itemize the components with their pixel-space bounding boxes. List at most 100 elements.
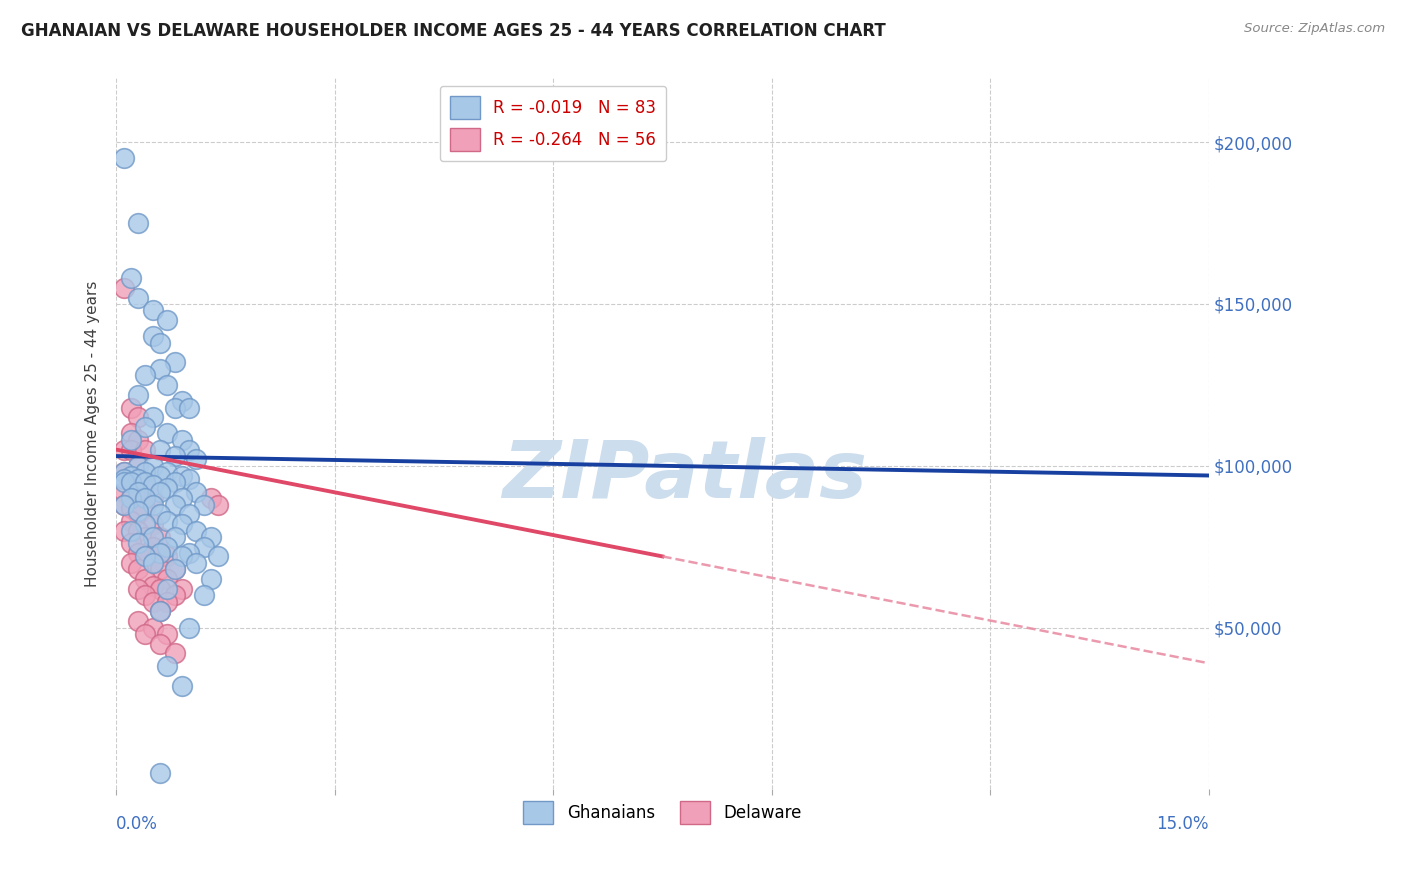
Point xyxy=(127,524,149,538)
Point xyxy=(112,152,135,166)
Point xyxy=(112,475,135,489)
Point xyxy=(193,498,215,512)
Point xyxy=(120,271,142,285)
Point xyxy=(200,572,222,586)
Point xyxy=(112,524,135,538)
Point xyxy=(112,484,135,499)
Point xyxy=(142,556,165,570)
Point xyxy=(156,313,179,327)
Point xyxy=(170,394,193,409)
Point xyxy=(127,508,149,522)
Point xyxy=(127,614,149,628)
Point xyxy=(120,556,142,570)
Point xyxy=(149,442,172,457)
Point xyxy=(134,530,156,544)
Point xyxy=(127,504,149,518)
Point xyxy=(142,530,165,544)
Point xyxy=(177,546,200,560)
Point xyxy=(120,442,142,457)
Point xyxy=(149,484,172,499)
Text: Source: ZipAtlas.com: Source: ZipAtlas.com xyxy=(1244,22,1385,36)
Point xyxy=(142,491,165,505)
Point xyxy=(149,508,172,522)
Point xyxy=(149,637,172,651)
Point xyxy=(156,595,179,609)
Point xyxy=(186,484,208,499)
Point xyxy=(142,478,165,492)
Point xyxy=(127,546,149,560)
Point xyxy=(134,465,156,479)
Point xyxy=(177,401,200,415)
Point xyxy=(120,468,142,483)
Point xyxy=(112,442,135,457)
Text: 0.0%: 0.0% xyxy=(117,815,157,833)
Point xyxy=(134,475,156,489)
Point xyxy=(120,491,142,505)
Text: GHANAIAN VS DELAWARE HOUSEHOLDER INCOME AGES 25 - 44 YEARS CORRELATION CHART: GHANAIAN VS DELAWARE HOUSEHOLDER INCOME … xyxy=(21,22,886,40)
Point xyxy=(149,562,172,576)
Point xyxy=(149,361,172,376)
Point xyxy=(142,458,165,473)
Point xyxy=(177,508,200,522)
Point xyxy=(127,582,149,596)
Point xyxy=(156,426,179,441)
Point xyxy=(134,368,156,383)
Point xyxy=(134,500,156,515)
Point xyxy=(149,546,172,560)
Point xyxy=(134,549,156,564)
Point xyxy=(127,387,149,401)
Point xyxy=(127,291,149,305)
Text: ZIPatlas: ZIPatlas xyxy=(502,437,866,516)
Point xyxy=(142,516,165,531)
Point xyxy=(186,452,208,467)
Point xyxy=(134,549,156,564)
Point xyxy=(156,482,179,496)
Point xyxy=(170,679,193,693)
Point xyxy=(120,426,142,441)
Point xyxy=(149,766,172,780)
Point xyxy=(127,475,149,489)
Point xyxy=(142,303,165,318)
Point xyxy=(156,514,179,528)
Point xyxy=(127,216,149,230)
Point xyxy=(120,433,142,447)
Point xyxy=(142,410,165,425)
Point xyxy=(156,572,179,586)
Point xyxy=(163,498,186,512)
Point xyxy=(127,472,149,486)
Point xyxy=(186,556,208,570)
Point xyxy=(134,627,156,641)
Point xyxy=(186,524,208,538)
Point xyxy=(177,472,200,486)
Point xyxy=(134,442,156,457)
Point xyxy=(142,578,165,592)
Point xyxy=(120,468,142,483)
Point xyxy=(149,582,172,596)
Legend: Ghanaians, Delaware: Ghanaians, Delaware xyxy=(516,794,808,831)
Point xyxy=(112,281,135,295)
Point xyxy=(170,468,193,483)
Point xyxy=(134,475,156,489)
Point xyxy=(134,420,156,434)
Point xyxy=(163,401,186,415)
Point xyxy=(134,572,156,586)
Point xyxy=(156,377,179,392)
Point xyxy=(163,562,186,576)
Point xyxy=(200,530,222,544)
Point xyxy=(127,458,149,473)
Point xyxy=(170,549,193,564)
Point xyxy=(193,588,215,602)
Point xyxy=(156,582,179,596)
Point xyxy=(163,530,186,544)
Point xyxy=(163,449,186,463)
Point xyxy=(142,540,165,554)
Point xyxy=(149,546,172,560)
Point xyxy=(170,582,193,596)
Text: 15.0%: 15.0% xyxy=(1156,815,1209,833)
Point xyxy=(149,604,172,618)
Point xyxy=(163,355,186,369)
Point xyxy=(127,410,149,425)
Point xyxy=(134,516,156,531)
Point xyxy=(120,536,142,550)
Point xyxy=(149,335,172,350)
